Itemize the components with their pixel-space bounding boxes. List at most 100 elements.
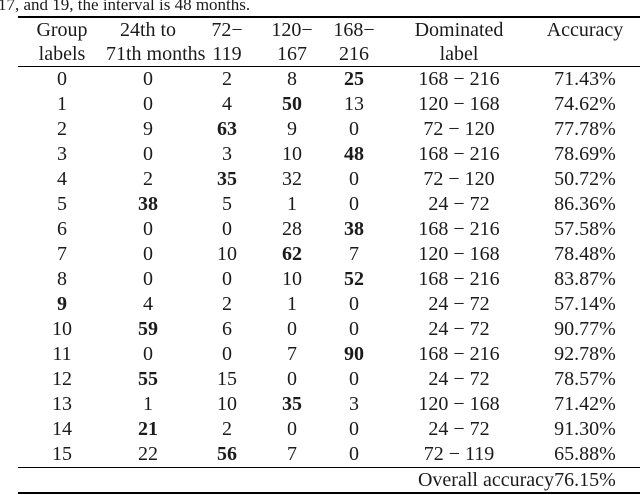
cell-120-167: 8	[287, 68, 297, 90]
cell-168-216: 38	[344, 218, 364, 240]
cell-120-167: 28	[282, 218, 302, 240]
cell-120-167: 32	[282, 168, 302, 190]
cell-accuracy: 74.62%	[554, 93, 616, 115]
cell-accuracy: 77.78%	[554, 118, 616, 140]
cell-72-119: 0	[222, 218, 232, 240]
cell-dominated: 24 − 72	[428, 418, 490, 440]
table-row: 9 4 2 1 0 24 − 72 57.14%	[18, 292, 640, 317]
cell-72-119: 10	[217, 393, 237, 415]
cell-72-119: 10	[217, 243, 237, 265]
cell-72-119: 5	[222, 193, 232, 215]
cell-120-167: 0	[287, 318, 297, 340]
cell-24-71: 22	[138, 443, 158, 465]
cell-24-71: 1	[143, 393, 153, 415]
col-header-dominated-2: label	[388, 42, 530, 67]
col-header-dominated: Dominated	[414, 18, 504, 41]
cell-24-71: 0	[143, 268, 153, 290]
cell-24-71: 0	[143, 143, 153, 165]
cell-dominated: 24 − 72	[428, 193, 490, 215]
cell-dominated: 24 − 72	[428, 318, 490, 340]
table-row: 5 38 5 1 0 24 − 72 86.36%	[18, 192, 640, 217]
cell-24-71: 4	[143, 293, 153, 315]
cell-dominated: 168 − 216	[418, 68, 500, 90]
col-header-72-119: 72−	[211, 18, 243, 41]
cell-120-167: 7	[287, 343, 297, 365]
cell-dominated: 120 − 168	[418, 243, 500, 265]
cell-group: 0	[57, 68, 67, 90]
cell-72-119: 2	[222, 293, 232, 315]
cell-168-216: 0	[349, 418, 359, 440]
cell-72-119: 2	[222, 68, 232, 90]
cell-group: 5	[57, 193, 67, 215]
cell-120-167: 0	[287, 368, 297, 390]
cell-168-216: 90	[344, 343, 364, 365]
cell-accuracy: 86.36%	[554, 193, 616, 215]
table-row: 0 0 2 8 25 168 − 216 71.43%	[18, 67, 640, 93]
cell-accuracy: 92.78%	[554, 343, 616, 365]
cell-120-167: 1	[287, 193, 297, 215]
cell-24-71: 59	[138, 318, 158, 340]
cell-168-216: 0	[349, 168, 359, 190]
cell-dominated: 72 − 120	[423, 168, 495, 190]
col-header-accuracy-2	[530, 42, 640, 67]
cell-120-167: 0	[287, 418, 297, 440]
overall-accuracy-label: Overall accuracy	[18, 467, 554, 493]
cell-168-216: 48	[344, 143, 364, 165]
cell-72-119: 0	[222, 268, 232, 290]
cell-dominated: 120 − 168	[418, 393, 500, 415]
table-row: 10 59 6 0 0 24 − 72 90.77%	[18, 317, 640, 342]
cell-group: 4	[57, 168, 67, 190]
cell-dominated: 120 − 168	[418, 93, 500, 115]
cell-168-216: 0	[349, 118, 359, 140]
cell-120-167: 7	[287, 443, 297, 465]
cell-24-71: 0	[143, 218, 153, 240]
table-row: 7 0 10 62 7 120 − 168 78.48%	[18, 242, 640, 267]
table-row: 6 0 0 28 38 168 − 216 57.58%	[18, 217, 640, 242]
cell-72-119: 0	[222, 343, 232, 365]
cell-dominated: 168 − 216	[418, 343, 500, 365]
cell-120-167: 9	[287, 118, 297, 140]
cell-24-71: 0	[143, 68, 153, 90]
col-header-168-216: 168−	[333, 18, 375, 41]
cell-dominated: 24 − 72	[428, 368, 490, 390]
cell-accuracy: 78.57%	[554, 368, 616, 390]
table-row: 1 0 4 50 13 120 − 168 74.62%	[18, 92, 640, 117]
cell-group: 3	[57, 143, 67, 165]
cell-accuracy: 57.58%	[554, 218, 616, 240]
cell-120-167: 62	[282, 243, 302, 265]
cell-group: 7	[57, 243, 67, 265]
cell-accuracy: 71.42%	[554, 393, 616, 415]
cell-120-167: 10	[282, 143, 302, 165]
col-header-168-216-2: 216	[320, 42, 388, 67]
cell-24-71: 9	[143, 118, 153, 140]
cell-accuracy: 50.72%	[554, 168, 616, 190]
cell-72-119: 3	[222, 143, 232, 165]
cell-dominated: 168 − 216	[418, 268, 500, 290]
cell-24-71: 21	[138, 418, 158, 440]
cell-168-216: 3	[349, 393, 359, 415]
col-header-72-119-2: 119	[190, 42, 264, 67]
header-row-2: labels 71th months 119 167 216 label	[18, 42, 640, 67]
cell-24-71: 0	[143, 243, 153, 265]
cell-72-119: 6	[222, 318, 232, 340]
cell-accuracy: 78.69%	[554, 143, 616, 165]
cell-dominated: 168 − 216	[418, 218, 500, 240]
cell-24-71: 2	[143, 168, 153, 190]
cell-group: 1	[57, 93, 67, 115]
table-row: 3 0 3 10 48 168 − 216 78.69%	[18, 142, 640, 167]
overall-accuracy-value: 76.15%	[530, 467, 640, 493]
cell-72-119: 2	[222, 418, 232, 440]
col-header-120-167-2: 167	[264, 42, 320, 67]
cell-group: 13	[52, 393, 72, 415]
cell-accuracy: 65.88%	[554, 443, 616, 465]
cell-168-216: 52	[344, 268, 364, 290]
cell-group: 10	[52, 318, 72, 340]
col-header-24-71-2: 71th months	[106, 42, 206, 67]
cell-24-71: 55	[138, 368, 158, 390]
table-row: 13 1 10 35 3 120 − 168 71.42%	[18, 392, 640, 417]
results-table: Group 24th to 72− 120− 168− Dominated Ac…	[18, 16, 640, 494]
table-row: 15 22 56 7 0 72 − 119 65.88%	[18, 442, 640, 468]
cell-accuracy: 78.48%	[554, 243, 616, 265]
cell-group: 2	[57, 118, 67, 140]
cell-accuracy: 91.30%	[554, 418, 616, 440]
